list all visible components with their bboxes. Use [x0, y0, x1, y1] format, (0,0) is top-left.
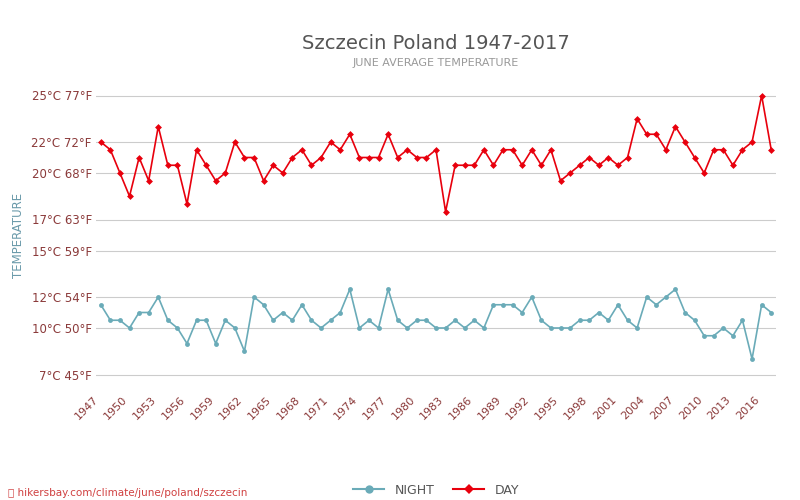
Title: Szczecin Poland 1947-2017: Szczecin Poland 1947-2017: [302, 34, 570, 54]
Legend: NIGHT, DAY: NIGHT, DAY: [348, 478, 524, 500]
Text: JUNE AVERAGE TEMPERATURE: JUNE AVERAGE TEMPERATURE: [353, 58, 519, 68]
Text: 📍 hikersbay.com/climate/june/poland/szczecin: 📍 hikersbay.com/climate/june/poland/szcz…: [8, 488, 247, 498]
Y-axis label: TEMPERATURE: TEMPERATURE: [11, 192, 25, 278]
